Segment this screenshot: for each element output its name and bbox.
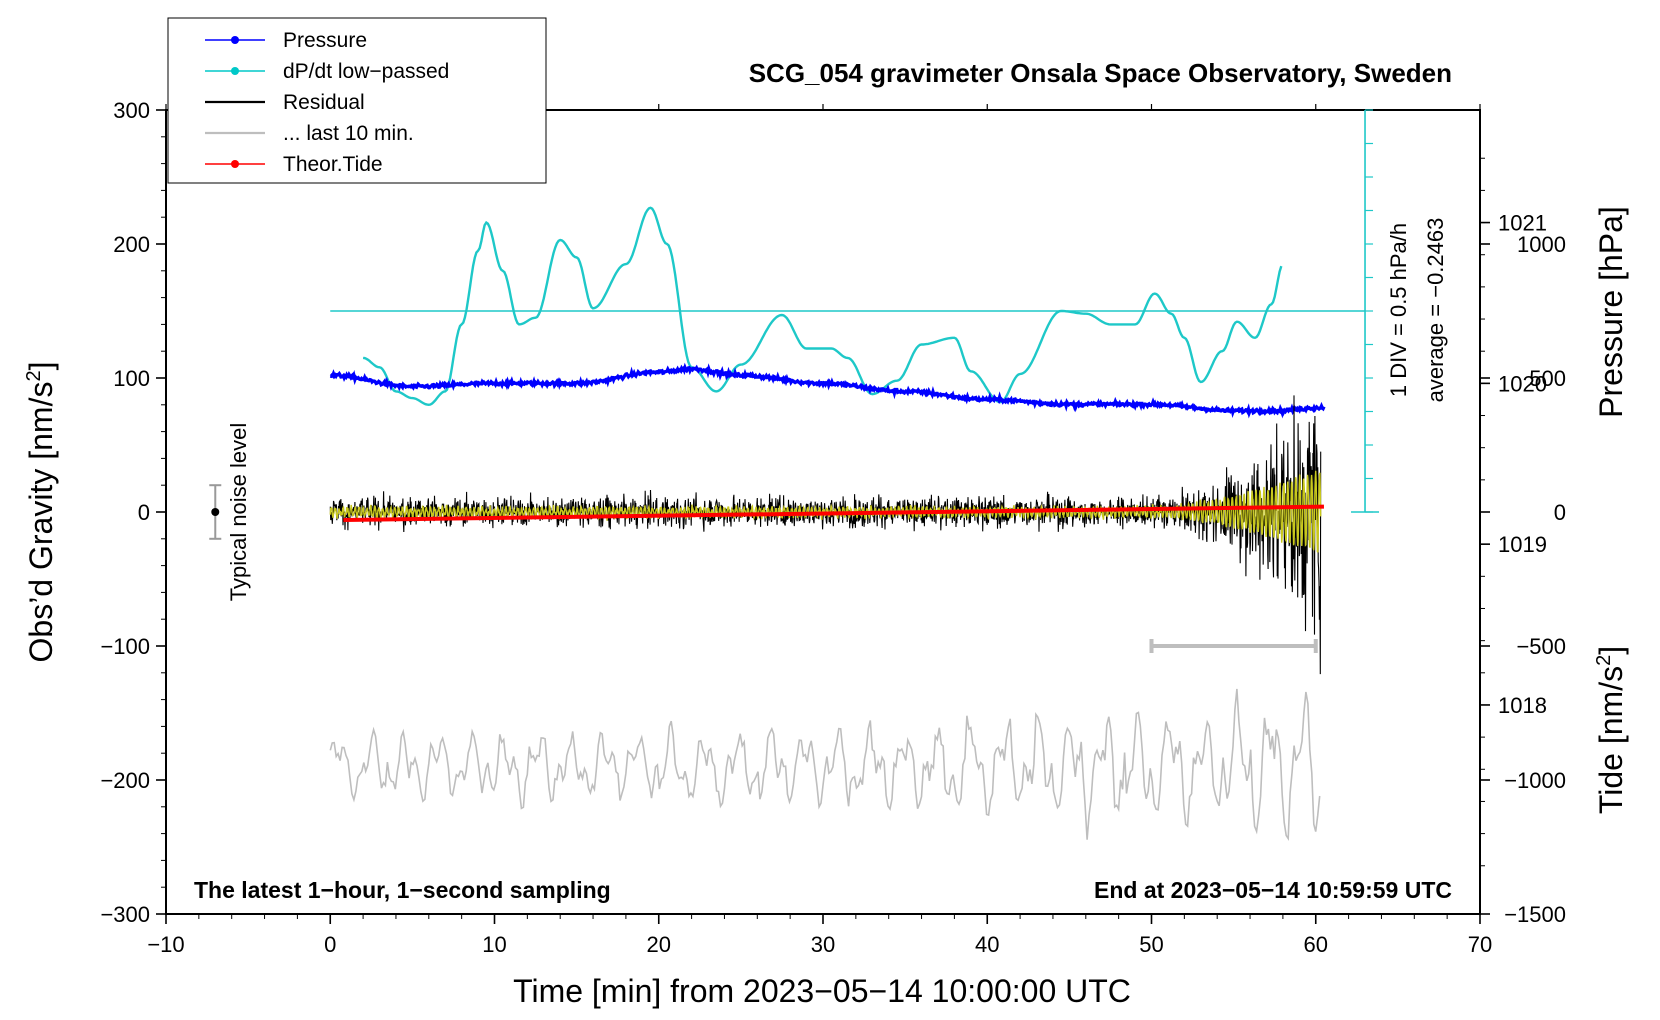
pressure-series [329,362,1326,419]
noise-bar-dot [211,508,220,516]
y-axis-left-title-end: ] [23,362,59,371]
x-tick-label: −10 [147,932,184,957]
residual-line [329,395,1322,675]
y-axis-tide-title-sup: 2 [1593,655,1615,666]
y-tide-tick-label: 1000 [1517,232,1566,257]
y-pressure-tick-label: 1020 [1498,371,1547,396]
annotation-sampling: The latest 1−hour, 1−second sampling [194,877,611,903]
pressure-scale-bar [1351,109,1380,513]
y-pressure-tick-label: 1019 [1498,532,1547,557]
legend-label: Residual [283,91,365,114]
legend: Pressure dP/dt low−passed Residual ... last… [205,29,449,176]
last10-series [329,688,1321,841]
y-axis-pressure: 1021 1020 1019 1018 [1480,157,1547,867]
y-axis-left: 300 200 100 0 −100 −200 −300 [100,98,166,927]
y-tide-tick-label: −500 [1516,634,1566,659]
legend-swatch-marker [231,67,239,75]
legend-swatch-marker [231,36,239,44]
y-tide-tick-label: 0 [1554,500,1566,525]
legend-label: Pressure [283,29,367,52]
x-tick-label: 60 [1304,932,1328,957]
x-axis: −10 0 10 20 30 40 50 60 70 [147,104,1492,957]
pressure-line [329,362,1326,419]
x-tick-label: 10 [482,932,506,957]
x-tick-label: 20 [647,932,671,957]
y-axis-pressure-title: Pressure [hPa] [1593,206,1629,418]
dpdt-line [362,206,1283,407]
y-left-tick-label: 0 [138,500,150,525]
y-tide-tick-label: −1000 [1504,768,1566,793]
y-left-tick-label: 200 [113,232,150,257]
y-pressure-tick-label: 1018 [1498,693,1547,718]
y-axis-left-title-sup: 2 [23,370,45,381]
tide-line [343,504,1324,523]
y-left-tick-label: 300 [113,98,150,123]
x-tick-label: 0 [324,932,336,957]
y-left-tick-label: 100 [113,366,150,391]
legend-label: Theor.Tide [283,153,383,176]
y-axis-tide-title-end: ] [1593,646,1629,655]
dpdt-series [362,206,1283,407]
legend-swatch-marker [231,160,239,168]
y-axis-tide-title: Tide [nm/s2] [1593,646,1629,814]
annotation-end-time: End at 2023−05−14 10:59:59 UTC [1094,877,1452,903]
residual-series [329,395,1322,675]
y-axis-tide: 1000 500 0 −500 −1000 −1500 [1480,232,1566,927]
y-tide-tick-label: −1500 [1504,902,1566,927]
y-tide-tick-label: 500 [1529,366,1566,391]
last10-range-bar [1149,639,1318,653]
legend-label: ... last 10 min. [283,122,414,145]
last10-line [329,688,1321,841]
x-tick-label: 30 [811,932,835,957]
theoretical-tide-series [343,504,1324,523]
y-axis-left-title-main: Obs’d Gravity [nm/s [23,382,59,663]
legend-box [167,17,547,184]
noise-level-bar [209,484,222,540]
x-axis-title: Time [min] from 2023−05−14 10:00:00 UTC [513,973,1131,1009]
y-left-tick-label: −100 [100,634,150,659]
x-tick-label: 70 [1468,932,1492,957]
x-tick-label: 40 [975,932,999,957]
x-tick-label: 50 [1139,932,1163,957]
y-pressure-tick-label: 1021 [1498,211,1547,236]
y-axis-left-title: Obs’d Gravity [nm/s2] [23,362,59,663]
y-left-tick-label: −200 [100,768,150,793]
y-axis-tide-title-main: Tide [nm/s [1593,666,1629,814]
annotation-noise-label: Typical noise level [226,423,251,602]
chart-title: SCG_054 gravimeter Onsala Space Observat… [749,58,1452,88]
annotation-average-label: average = −0.2463 [1423,218,1448,403]
annotation-div-label: 1 DIV = 0.5 hPa/h [1386,223,1411,397]
y-left-tick-label: −300 [100,902,150,927]
legend-label: dP/dt low−passed [283,60,449,83]
